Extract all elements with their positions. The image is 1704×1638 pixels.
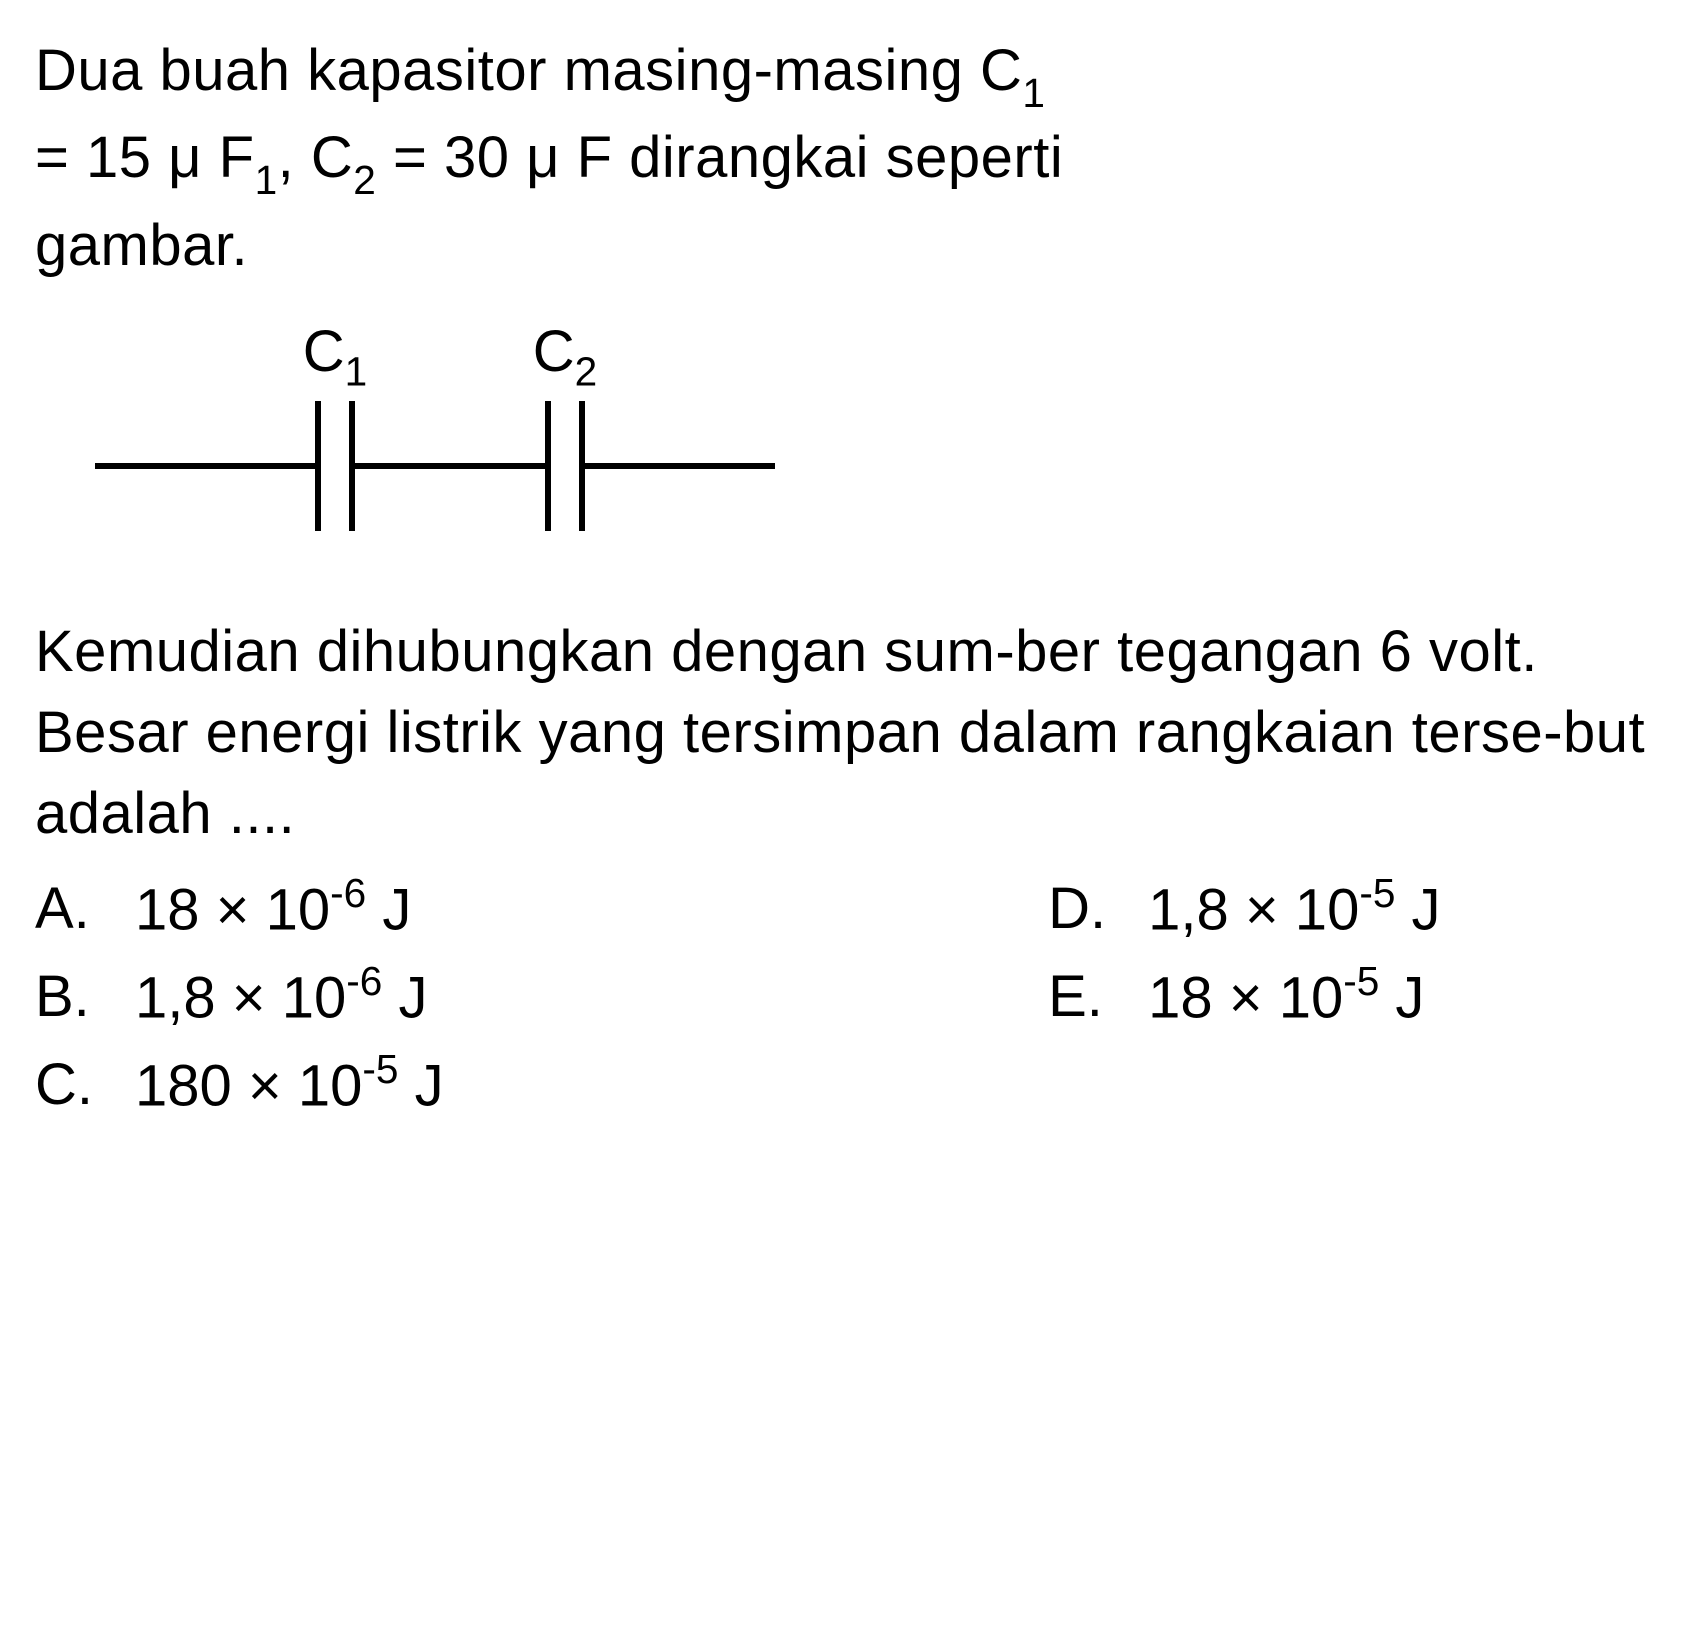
option-b: B. 1,8 × 10-6 J	[35, 953, 1048, 1041]
option-d-letter: D.	[1048, 865, 1148, 953]
option-b-value: 1,8 × 10-6 J	[135, 953, 427, 1041]
continuation-text: Kemudian dihubungkan dengan sum-ber tega…	[35, 611, 1669, 855]
option-d-value: 1,8 × 10-5 J	[1148, 865, 1440, 953]
options-right-column: D. 1,8 × 10-5 J E. 18 × 10-5 J	[1048, 865, 1669, 1130]
question-line2-sub2: 2	[353, 157, 376, 203]
question-text: Dua buah kapasitor masing-masing C1 = 15…	[35, 30, 1669, 286]
option-c-letter: C.	[35, 1041, 135, 1129]
svg-text:C1: C1	[303, 319, 367, 395]
option-a: A. 18 × 10-6 J	[35, 865, 1048, 953]
question-line2-mid: , C	[278, 125, 354, 190]
question-line2-sub1: 1	[255, 157, 278, 203]
option-e-value: 18 × 10-5 J	[1148, 953, 1424, 1041]
question-line2-prefix: = 15 μ F	[35, 125, 255, 190]
option-a-letter: A.	[35, 865, 135, 953]
options-container: A. 18 × 10-6 J B. 1,8 × 10-6 J C. 180 × …	[35, 865, 1669, 1130]
question-line2-suffix: = 30 μ F dirangkai seperti	[376, 125, 1063, 190]
option-b-letter: B.	[35, 953, 135, 1041]
option-e: E. 18 × 10-5 J	[1048, 953, 1669, 1041]
options-left-column: A. 18 × 10-6 J B. 1,8 × 10-6 J C. 180 × …	[35, 865, 1048, 1130]
circuit-diagram: C1 C2	[75, 316, 1669, 561]
option-c-value: 180 × 10-5 J	[135, 1041, 444, 1129]
svg-text:C2: C2	[533, 319, 597, 395]
option-c: C. 180 × 10-5 J	[35, 1041, 1048, 1129]
option-e-letter: E.	[1048, 953, 1148, 1041]
option-a-value: 18 × 10-6 J	[135, 865, 411, 953]
question-line1-sub: 1	[1022, 70, 1045, 116]
option-d: D. 1,8 × 10-5 J	[1048, 865, 1669, 953]
circuit-svg: C1 C2	[75, 316, 795, 556]
question-line3: gambar.	[35, 213, 248, 278]
question-line1-prefix: Dua buah kapasitor masing-masing C	[35, 38, 1022, 103]
